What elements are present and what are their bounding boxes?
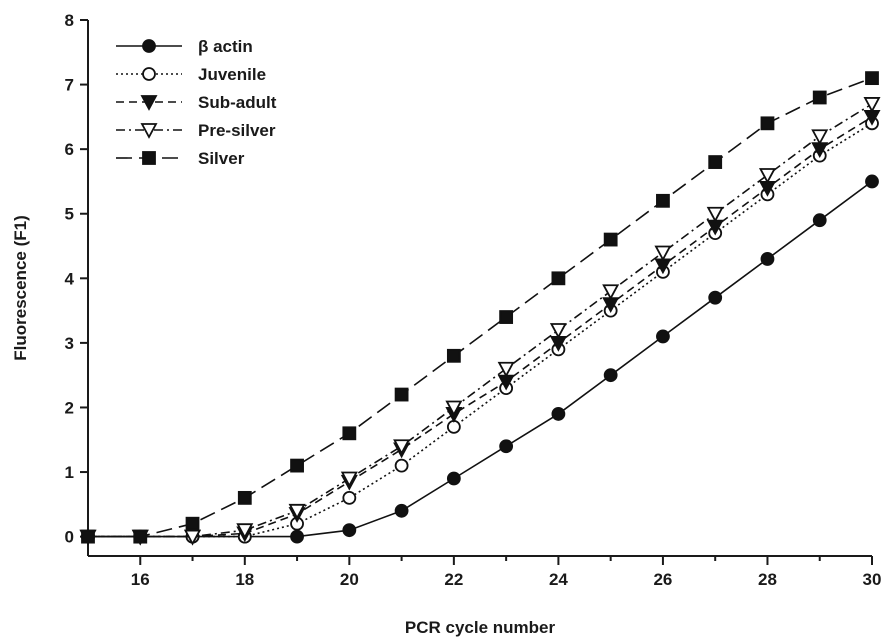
legend-label: Juvenile bbox=[198, 65, 266, 84]
data-point bbox=[654, 245, 672, 262]
data-point bbox=[340, 471, 358, 488]
x-tick-label: 22 bbox=[444, 570, 463, 589]
data-point bbox=[603, 232, 618, 247]
data-point bbox=[811, 129, 829, 146]
legend-marker bbox=[140, 123, 158, 139]
y-tick-label: 7 bbox=[65, 76, 74, 95]
x-tick-label: 30 bbox=[863, 570, 882, 589]
series-line bbox=[88, 122, 873, 538]
plot-axes bbox=[87, 20, 872, 557]
data-point bbox=[656, 193, 670, 208]
x-tick-label: 20 bbox=[340, 570, 359, 589]
data-point bbox=[394, 387, 409, 402]
data-point bbox=[760, 116, 775, 131]
series-layer bbox=[79, 71, 881, 546]
series-group bbox=[81, 174, 879, 544]
data-point bbox=[708, 290, 723, 305]
y-tick-label: 3 bbox=[65, 334, 74, 353]
data-point bbox=[706, 206, 724, 223]
legend-item: Pre-silver bbox=[116, 121, 276, 140]
data-point bbox=[446, 471, 461, 486]
data-point bbox=[288, 503, 306, 520]
y-tick-label: 6 bbox=[65, 140, 74, 159]
data-point bbox=[499, 439, 514, 454]
y-tick-label: 2 bbox=[65, 398, 74, 417]
x-axis-title: PCR cycle number bbox=[405, 618, 556, 637]
legend-label: Pre-silver bbox=[198, 121, 276, 140]
legend-label: β actin bbox=[198, 37, 253, 56]
legend-item: Juvenile bbox=[116, 65, 266, 84]
data-point bbox=[394, 503, 409, 518]
y-tick-label: 1 bbox=[65, 463, 74, 482]
data-point bbox=[549, 323, 567, 339]
legend-marker bbox=[142, 151, 156, 165]
y-axis-ticks: 0 1 2 3 4 5 6 7 8 bbox=[65, 11, 88, 547]
data-point bbox=[185, 516, 200, 531]
series-line bbox=[88, 103, 873, 538]
legend-marker bbox=[142, 39, 156, 53]
data-point bbox=[290, 458, 304, 473]
series-line bbox=[88, 180, 873, 538]
y-tick-label: 8 bbox=[65, 11, 74, 30]
series-group bbox=[79, 109, 881, 546]
data-point bbox=[133, 529, 148, 544]
legend-item: Sub-adult bbox=[116, 93, 277, 112]
y-axis-title: Fluorescence (F1) bbox=[11, 215, 30, 361]
data-point bbox=[863, 97, 881, 113]
data-point bbox=[551, 407, 566, 421]
x-axis-ticks: 16 18 20 22 24 26 28 30 bbox=[131, 556, 882, 589]
x-tick-label: 16 bbox=[131, 570, 150, 589]
series-group bbox=[81, 71, 879, 544]
data-point bbox=[812, 90, 827, 105]
data-point bbox=[81, 529, 95, 544]
y-tick-label: 4 bbox=[65, 269, 75, 288]
legend: β actin Juvenile Sub-adult Pre-silver Silver bbox=[116, 37, 277, 168]
x-tick-label: 28 bbox=[758, 570, 777, 589]
x-tick-label: 24 bbox=[549, 570, 568, 589]
data-point bbox=[237, 490, 252, 505]
data-point bbox=[236, 523, 254, 540]
data-point bbox=[446, 348, 461, 363]
legend-marker bbox=[140, 95, 158, 111]
data-point bbox=[812, 213, 827, 228]
data-point bbox=[342, 426, 357, 441]
data-point bbox=[184, 529, 202, 546]
x-tick-label: 26 bbox=[653, 570, 672, 589]
data-point bbox=[603, 368, 618, 383]
data-point bbox=[445, 400, 463, 417]
data-point bbox=[393, 439, 411, 456]
data-point bbox=[708, 155, 723, 169]
series-line bbox=[88, 116, 873, 538]
legend-label: Silver bbox=[198, 149, 245, 168]
data-point bbox=[342, 523, 357, 538]
data-point bbox=[497, 361, 515, 378]
y-tick-label: 5 bbox=[65, 205, 74, 224]
data-point bbox=[758, 168, 776, 184]
data-point bbox=[865, 174, 879, 189]
y-tick-label: 0 bbox=[65, 528, 74, 547]
legend-marker bbox=[142, 67, 156, 81]
data-point bbox=[290, 529, 304, 544]
data-point bbox=[865, 71, 879, 86]
legend-item: β actin bbox=[116, 37, 253, 56]
data-point bbox=[394, 458, 409, 473]
data-point bbox=[499, 310, 514, 324]
data-point bbox=[656, 329, 670, 344]
x-tick-label: 18 bbox=[235, 570, 254, 589]
data-point bbox=[760, 252, 775, 266]
data-point bbox=[551, 271, 566, 286]
data-point bbox=[602, 284, 620, 301]
legend-item: Silver bbox=[116, 149, 245, 168]
data-point bbox=[342, 490, 357, 505]
series-line bbox=[88, 77, 873, 538]
legend-label: Sub-adult bbox=[198, 93, 277, 112]
